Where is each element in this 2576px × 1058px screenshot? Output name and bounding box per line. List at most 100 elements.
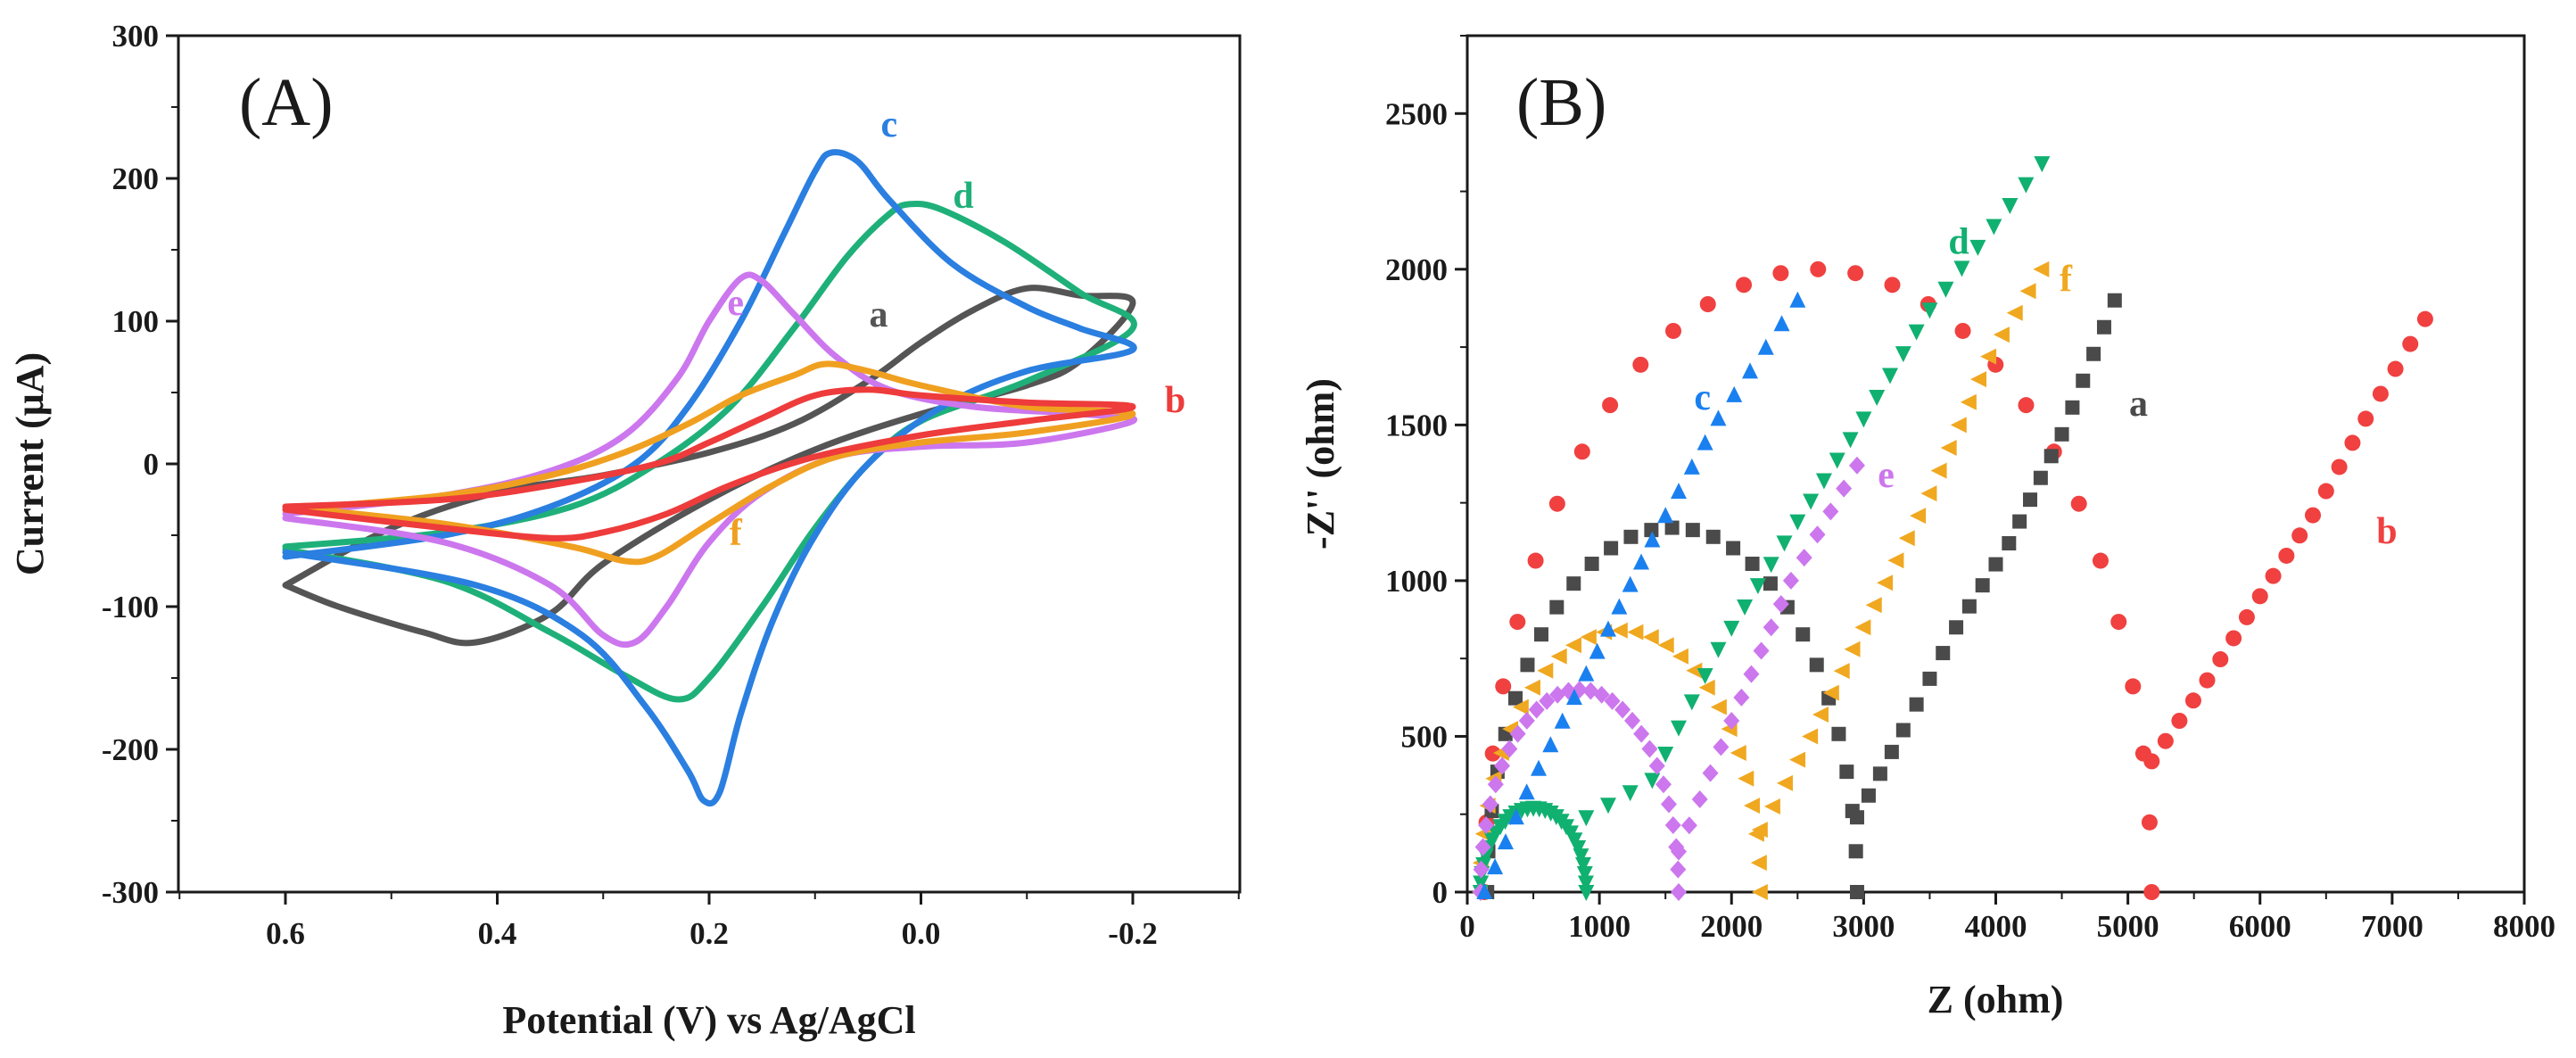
nyquist-point-e: [1809, 525, 1826, 544]
nyquist-point-c: [1542, 736, 1559, 753]
nyquist-point-b: [2212, 651, 2229, 668]
nyquist-point-d: [1908, 324, 1925, 341]
nyquist-point-c: [1697, 434, 1713, 450]
nyquist-point-b: [1632, 356, 1649, 373]
panel-b-xtick-label: 4000: [1965, 909, 2027, 944]
nyquist-point-c: [1611, 598, 1628, 615]
nyquist-label-a: a: [2129, 384, 2148, 425]
panel-b-ytick-label: 2000: [1385, 252, 1448, 287]
nyquist-point-e: [1604, 691, 1621, 710]
nyquist-point-b: [1495, 678, 1512, 695]
nyquist-point-c: [1741, 362, 1758, 379]
nyquist-point-b: [2184, 692, 2201, 709]
nyquist-point-f: [1833, 663, 1850, 680]
nyquist-point-e: [1648, 756, 1665, 775]
panel-b-ylabel: -Z'' (ohm): [1299, 378, 1342, 550]
nyquist-point-f: [1550, 648, 1567, 665]
nyquist-point-f: [1969, 371, 1986, 388]
nyquist-point-c: [1657, 507, 1674, 524]
nyquist-point-f: [1627, 624, 1644, 641]
nyquist-point-d: [1882, 368, 1898, 384]
nyquist-point-d: [1578, 810, 1595, 827]
nyquist-point-b: [2070, 495, 2087, 512]
nyquist-point-c: [1589, 642, 1606, 659]
nyquist-point-a: [1705, 529, 1721, 544]
panel-a-xtick-label: 0.2: [689, 916, 729, 951]
panel-b-xtick-label: 1000: [1568, 909, 1631, 944]
nyquist-point-b: [2265, 567, 2282, 584]
nyquist-point-c: [1518, 783, 1535, 800]
cv-label-a: a: [870, 294, 888, 335]
nyquist-series-d: [1472, 156, 2051, 901]
nyquist-point-d: [1622, 785, 1639, 802]
nyquist-series-b: [1476, 260, 2433, 900]
nyquist-point-a: [1936, 646, 1951, 661]
nyquist-point-a: [1566, 576, 1581, 591]
panel-a-curves: [282, 149, 1138, 807]
nyquist-point-d: [1763, 557, 1779, 574]
nyquist-series-e: [1472, 456, 1865, 901]
nyquist-point-e: [1641, 740, 1658, 758]
nyquist-point-c: [1622, 575, 1639, 592]
panel-a-ytick-label: 300: [112, 19, 160, 54]
nyquist-point-a: [1644, 523, 1659, 538]
panel-b-xtick-label: 3000: [1832, 909, 1895, 944]
nyquist-point-f: [1854, 619, 1871, 636]
nyquist-point-c: [1757, 338, 1774, 355]
nyquist-point-b: [2018, 397, 2035, 414]
nyquist-point-a: [1508, 690, 1523, 706]
nyquist-point-f: [1960, 393, 1977, 410]
nyquist-point-a: [1922, 671, 1937, 686]
nyquist-point-d: [1600, 798, 1616, 814]
panel-b-xtick-label: 0: [1459, 909, 1475, 944]
panel-b-ytick-label: 1500: [1385, 408, 1448, 442]
panel-b-xtick-label: 2000: [1700, 909, 1763, 944]
nyquist-point-b: [2199, 672, 2216, 689]
nyquist-point-c: [1554, 712, 1571, 729]
nyquist-point-c: [1497, 833, 1514, 850]
nyquist-point-d: [1953, 260, 1970, 277]
nyquist-point-f: [1940, 439, 1957, 456]
nyquist-point-d: [1737, 599, 1754, 616]
panel-a-xtick-label: 0.4: [478, 916, 517, 951]
nyquist-point-c: [1683, 458, 1700, 475]
nyquist-point-b: [2225, 630, 2242, 647]
nyquist-point-e: [1753, 641, 1770, 660]
nyquist-point-e: [1539, 691, 1556, 710]
nyquist-point-b: [1810, 260, 1827, 277]
nyquist-point-d: [1749, 578, 1766, 595]
nyquist-point-a: [1884, 744, 1899, 759]
nyquist-point-a: [2043, 449, 2059, 464]
nyquist-point-d: [1576, 866, 1593, 883]
nyquist-point-c: [1644, 531, 1661, 548]
nyquist-point-c: [1530, 759, 1547, 776]
nyquist-point-e: [1473, 860, 1490, 879]
nyquist-point-c: [1789, 291, 1806, 308]
panel-a-ticks: 0.6 0.4 0.2 0.0 -0.2 300 200 100 0 -100 -200 -300: [102, 19, 1240, 951]
cv-label-f: f: [730, 513, 743, 554]
nyquist-point-f: [1750, 855, 1767, 872]
nyquist-point-f: [1910, 508, 1927, 525]
nyquist-point-e: [1796, 549, 1812, 567]
nyquist-point-a: [1848, 844, 1863, 859]
nyquist-point-e: [1713, 738, 1730, 756]
nyquist-point-b: [2092, 552, 2109, 569]
nyquist-point-d: [1578, 885, 1595, 901]
nyquist-point-e: [1660, 795, 1677, 814]
nyquist-point-f: [1611, 622, 1628, 639]
nyquist-point-b: [2331, 459, 2348, 475]
nyquist-point-f: [1920, 485, 1937, 502]
nyquist-point-a: [1726, 541, 1741, 556]
nyquist-point-d: [2002, 198, 2019, 215]
nyquist-point-a: [1975, 578, 1990, 593]
panel-b-ytick-label: 2500: [1385, 96, 1448, 131]
nyquist-point-c: [1671, 483, 1687, 500]
nyquist-point-b: [2143, 753, 2160, 770]
nyquist-point-d: [1895, 346, 1911, 363]
nyquist-point-f: [2033, 260, 2050, 277]
panel-b: (B) Z (ohm) -Z'' (ohm) 0 1000 2000 3000 4000…: [1299, 34, 2555, 1021]
nyquist-point-d: [1869, 389, 1886, 406]
nyquist-point-e: [1614, 700, 1631, 719]
nyquist-point-d: [1803, 493, 1820, 510]
nyquist-series-c: [1476, 291, 1806, 899]
